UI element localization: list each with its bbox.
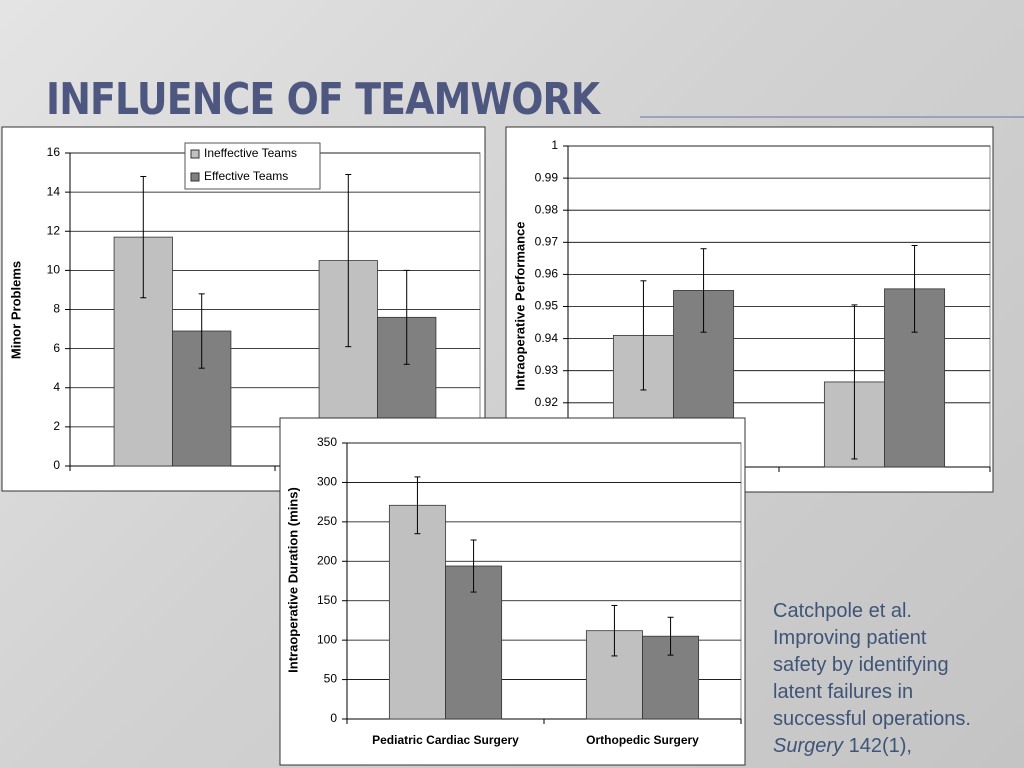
y-tick-label: 0.96 xyxy=(535,267,559,281)
y-tick-label: 250 xyxy=(317,514,337,528)
error-bar xyxy=(470,539,477,593)
citation-line: successful operations. xyxy=(773,708,971,730)
legend-label: Ineffective Teams xyxy=(204,146,297,160)
y-tick-label: 0 xyxy=(53,458,60,472)
y-axis-label: Minor Problems xyxy=(8,261,23,359)
x-tick-label: Orthopedic Surgery xyxy=(586,733,699,747)
y-tick-label: 16 xyxy=(47,145,61,159)
citation-journal: Surgery xyxy=(773,735,844,757)
chart: 0 50 100 150 200 250 300 350 Pediatric Cardiac S… xyxy=(279,417,746,766)
y-tick-label: 8 xyxy=(53,302,60,316)
y-tick-label: 150 xyxy=(317,593,337,607)
citation-line: safety by identifying xyxy=(773,654,949,676)
error-bar xyxy=(851,304,858,460)
error-bar xyxy=(640,280,647,391)
error-bar xyxy=(611,604,618,657)
y-tick-label: 0.98 xyxy=(535,202,559,216)
citation-line: Surgery 142(1), xyxy=(773,733,1023,760)
error-bar xyxy=(414,476,421,535)
citation-line: Catchpole et al. xyxy=(773,600,912,622)
bar xyxy=(388,504,446,720)
legend-label: Effective Teams xyxy=(204,169,288,183)
error-bar xyxy=(403,269,410,365)
y-tick-label: 4 xyxy=(53,380,60,394)
y-tick-label: 14 xyxy=(47,184,61,198)
y-tick-label: 0.95 xyxy=(535,299,559,313)
citation-line: latent failures in xyxy=(773,681,914,703)
citation-volume: 142(1), xyxy=(848,735,912,757)
error-bar xyxy=(140,175,147,299)
error-bar xyxy=(700,248,707,333)
chart: 0.92 0.93 0.94 0.95 0.96 0.97 0.98 0.99 1 Intraop… xyxy=(505,126,994,493)
y-tick-label: 0.94 xyxy=(535,331,559,345)
citation-line: Improving patient xyxy=(773,627,927,649)
y-tick-label: 0.99 xyxy=(535,170,559,184)
slide-title: INFLUENCE OF TEAMWORK xyxy=(46,73,602,124)
legend-box xyxy=(184,142,321,190)
y-tick-label: 12 xyxy=(47,223,61,237)
y-axis-label: Intraoperative Performance xyxy=(512,221,527,390)
y-tick-label: 50 xyxy=(324,672,338,686)
y-tick-label: 0.97 xyxy=(535,234,559,248)
error-bar xyxy=(345,174,352,348)
y-tick-label: 2 xyxy=(53,419,60,433)
y-tick-label: 6 xyxy=(53,341,60,355)
error-bar xyxy=(911,245,918,333)
y-tick-label: 0 xyxy=(330,711,337,725)
legend-swatch xyxy=(190,149,200,159)
y-tick-label: 0.93 xyxy=(535,363,559,377)
error-bar xyxy=(667,616,674,656)
y-tick-label: 1 xyxy=(551,138,558,152)
legend-swatch xyxy=(190,172,200,182)
y-tick-label: 10 xyxy=(47,263,61,277)
y-tick-label: 100 xyxy=(317,632,337,646)
y-tick-label: 0.92 xyxy=(535,395,559,409)
y-tick-label: 300 xyxy=(317,475,337,489)
y-tick-label: 200 xyxy=(317,553,337,567)
y-axis-label: Intraoperative Duration (mins) xyxy=(285,487,300,673)
citation: Catchpole et al. Improving patient safet… xyxy=(773,598,1023,760)
error-bar xyxy=(198,293,205,369)
chart: 0 2 4 6 8 10 12 14 16 Minor Problems Ineffective T… xyxy=(1,126,486,492)
y-tick-label: 350 xyxy=(317,435,337,449)
x-tick-label: Pediatric Cardiac Surgery xyxy=(372,733,519,747)
